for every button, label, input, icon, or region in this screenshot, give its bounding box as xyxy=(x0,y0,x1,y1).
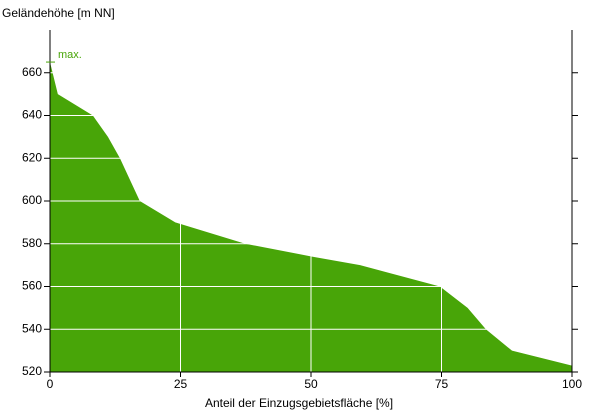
x-tick-label: 100 xyxy=(562,377,582,391)
y-tick-label: 540 xyxy=(22,321,42,335)
x-tick-label: 75 xyxy=(435,377,449,391)
x-tick-label: 0 xyxy=(47,377,54,391)
y-tick-label: 660 xyxy=(22,65,42,79)
max-label: max. xyxy=(58,49,82,61)
x-tick-label: 50 xyxy=(304,377,318,391)
x-axis-label: Anteil der Einzugsgebietsfläche [%] xyxy=(205,396,393,410)
y-tick-label: 520 xyxy=(22,364,42,378)
y-tick-label: 580 xyxy=(22,236,42,250)
y-tick-label: 640 xyxy=(22,108,42,122)
y-tick-label: 600 xyxy=(22,193,42,207)
y-axis-label: Geländehöhe [m NN] xyxy=(2,6,115,20)
y-tick-label: 620 xyxy=(22,150,42,164)
y-tick-label: 560 xyxy=(22,279,42,293)
x-tick-label: 25 xyxy=(174,377,188,391)
